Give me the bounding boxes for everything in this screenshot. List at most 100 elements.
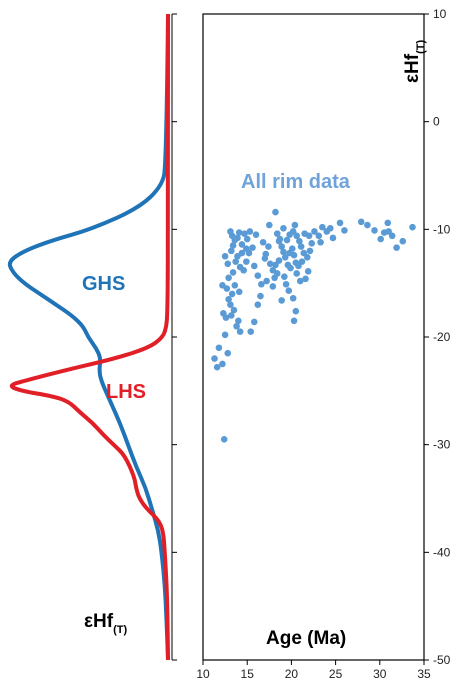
scatter-point [302,275,309,283]
scatter-point [399,237,407,245]
kde-curve-ghs [7,13,170,661]
scatter-point [293,232,301,240]
scatter-point [250,262,258,270]
scatter-point [246,228,254,235]
scatter-point [227,301,234,309]
scatter-point [317,238,324,246]
scatter-panel: 10 15 20 25 30 35 10 0 -10 -20 -30 -40 -50 All rim … [196,7,450,681]
scatter-point [250,318,258,326]
scatter-point [297,243,305,250]
scatter-point [409,223,416,231]
scatter-point [319,223,326,231]
kde-axis-ticks [172,13,177,661]
scatter-point [293,270,301,277]
scatter-point [384,219,392,227]
scatter-point [280,224,287,232]
scatter-point [289,294,297,302]
scatter-point [259,238,267,246]
scatter-point [296,277,304,285]
scatter-point [235,317,242,325]
scatter-point [290,317,298,325]
x-tick-label: 20 [285,667,299,681]
x-axis-title: Age (Ma) [266,628,346,649]
scatter-point [235,229,243,236]
scatter-point [341,227,348,234]
scatter-point [265,243,272,250]
plot-frame [202,13,425,661]
scatter-point [222,314,230,321]
y-tick-label: 0 [433,115,440,129]
y-axis-title-main: εHf [402,53,423,83]
scatter-point [292,307,300,315]
scatter-point [252,231,260,239]
scatter-point [329,234,337,242]
scatter-point [254,301,262,309]
scatter-point [336,219,344,227]
y-tick-label: -10 [433,222,451,236]
scatter-point [221,252,229,260]
scatter-point [228,290,236,298]
scatter-point [211,355,218,362]
scatter-point [295,262,302,270]
kde-label-ghs: GHS [82,273,125,295]
scatter-point [283,236,291,244]
scatter-point [254,272,262,279]
scatter-point [258,280,265,288]
scatter-point [326,224,334,232]
scatter-point [266,260,274,268]
scatter-point [308,240,316,247]
scatter-point [227,228,234,235]
scatter-point [273,270,281,277]
scatter-point [306,247,314,255]
y-axis-title-sub: (T) [415,40,427,54]
scatter-point [315,232,323,240]
scatter-point [233,322,240,330]
scatter-point [285,287,293,295]
scatter-point [377,235,384,243]
scatter-point [238,249,246,257]
scatter-point [225,296,232,303]
x-tick-label: 15 [241,667,255,681]
y-tick-label: -20 [433,330,451,344]
scatter-point [364,221,371,229]
scatter-point [304,254,311,261]
scatter-point [275,237,283,245]
scatter-point [301,230,308,237]
scatter-point [236,328,244,335]
scatter-point [231,282,239,289]
scatter-point [280,248,287,256]
scatter-point [281,273,288,281]
y-tick-label: -30 [433,438,451,452]
scatter-point [282,280,290,288]
scatter-point [229,242,237,249]
scatter-point [240,266,247,274]
x-tick-label: 30 [373,667,387,681]
scatter-point [290,251,298,259]
scatter-point [266,221,273,229]
y-tick-label: 10 [433,7,447,21]
x-tick-label: 10 [196,667,210,681]
scatter-point [269,283,277,290]
kde-axis-label-sub: (T) [113,624,127,636]
scatter-point [263,277,270,285]
scatter-point [234,234,241,242]
kde-axis-label: εHf(T) [84,611,127,636]
kde-curve-lhs [9,13,170,661]
scatter-point [311,228,318,235]
scatter-point [273,230,281,237]
scatter-point [241,230,248,237]
scatter-point [272,261,279,269]
scatter-point [287,264,294,272]
scatter-point [227,247,235,255]
scatter-point [220,435,228,443]
scatter-point [219,360,226,368]
scatter-title: All rim data [241,171,351,193]
scatter-points [211,208,416,443]
x-tick-label: 35 [417,667,431,681]
scatter-point [257,292,264,300]
scatter-point [238,241,246,248]
scatter-point [229,269,237,276]
scatter-point [385,228,392,235]
y-tick-label: -40 [433,545,451,559]
scatter-point [227,312,235,319]
